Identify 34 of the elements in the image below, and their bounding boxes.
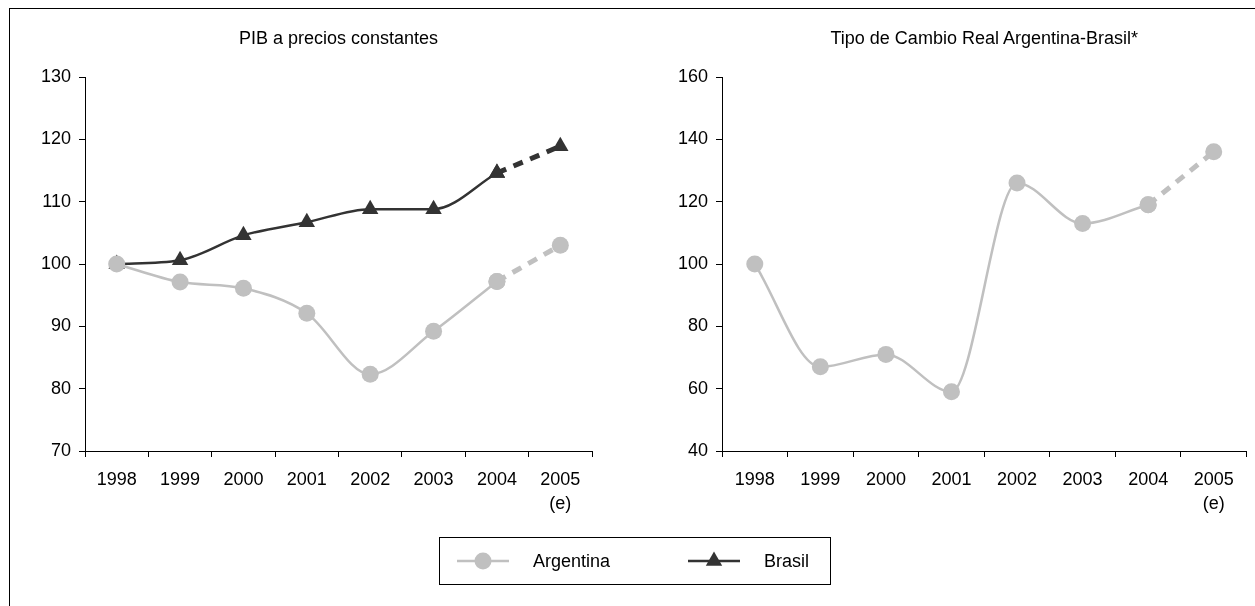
- x-tick-label: 2004: [1128, 469, 1169, 490]
- y-tick-label: 110: [42, 190, 71, 211]
- chart-title: PIB a precios constantes: [238, 27, 439, 49]
- x-tick-label: 2005 (e): [1193, 469, 1234, 514]
- legend-label: Argentina: [533, 550, 611, 572]
- x-tick-label: 2001: [931, 469, 972, 490]
- y-tick-label: 60: [687, 377, 708, 398]
- x-tick-label: 1998: [734, 469, 775, 490]
- x-tick-label: 2002: [350, 469, 391, 490]
- y-tick-label: 120: [40, 128, 71, 149]
- y-tick-label: 70: [50, 439, 71, 460]
- y-tick-label: 80: [687, 315, 708, 336]
- x-tick-label: 1999: [160, 469, 201, 490]
- x-tick-label: 2000: [865, 469, 906, 490]
- x-tick-label: 1999: [800, 469, 841, 490]
- x-tick-label: 2001: [286, 469, 327, 490]
- chart-title: Tipo de Cambio Real Argentina-Brasil*: [830, 27, 1138, 49]
- y-tick-label: 100: [677, 252, 708, 273]
- y-tick-label: 160: [677, 65, 708, 86]
- y-tick-label: 90: [50, 315, 71, 336]
- y-tick-label: 120: [677, 190, 708, 211]
- x-tick-label: 2003: [413, 469, 454, 490]
- x-tick-label: 2000: [223, 469, 264, 490]
- x-tick-label: 2002: [997, 469, 1038, 490]
- y-tick-label: 80: [50, 377, 71, 398]
- y-tick-label: 40: [687, 439, 708, 460]
- x-tick-label: 2004: [476, 469, 517, 490]
- legend-label: Brasil: [764, 550, 810, 572]
- x-tick-label: 2005 (e): [540, 469, 581, 514]
- x-tick-label: 1998: [96, 469, 137, 490]
- y-tick-label: 140: [677, 128, 708, 149]
- y-tick-label: 130: [40, 65, 71, 86]
- x-tick-label: 2003: [1062, 469, 1103, 490]
- y-tick-label: 100: [40, 252, 71, 273]
